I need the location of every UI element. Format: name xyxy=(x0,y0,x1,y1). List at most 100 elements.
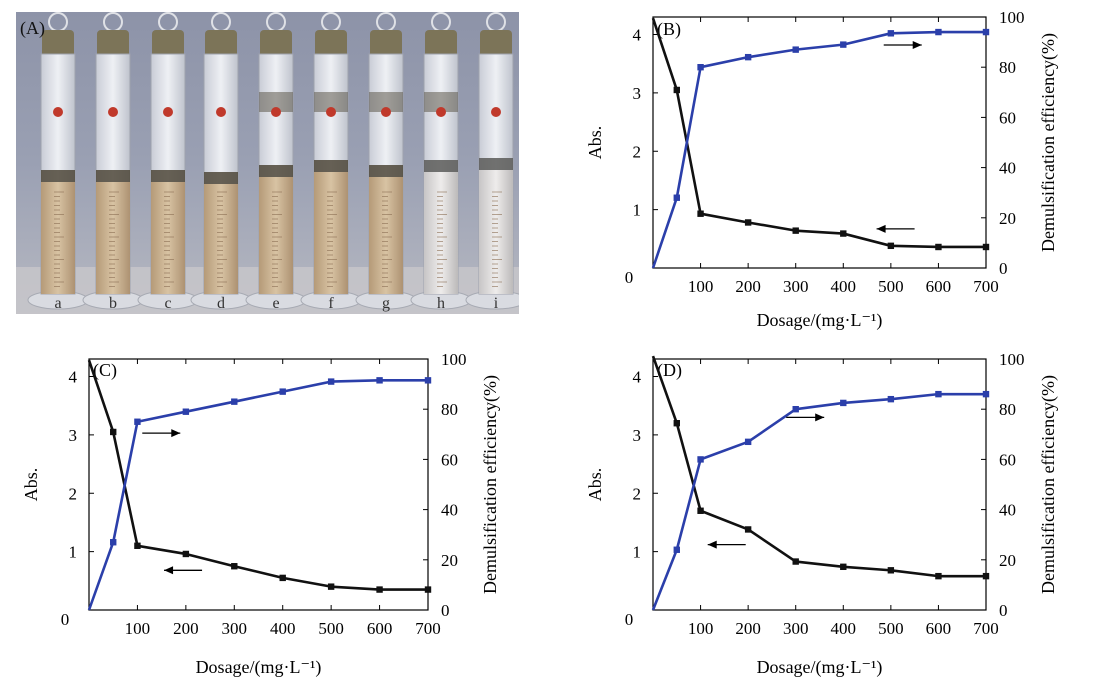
x-tick-label: 300 xyxy=(783,619,809,638)
x-tick-label: 300 xyxy=(222,619,248,638)
tube-label: g xyxy=(382,295,390,312)
tube-label: a xyxy=(54,295,61,312)
y-right-tick-label: 80 xyxy=(999,400,1016,419)
demulsification-point xyxy=(376,377,383,384)
abs-point xyxy=(887,567,895,574)
x-tick-label: 100 xyxy=(688,619,714,638)
x-tick-label: 200 xyxy=(735,277,761,296)
x-tick-label: 500 xyxy=(318,619,344,638)
abs-point xyxy=(134,542,141,549)
demulsification-point xyxy=(982,28,990,36)
abs-point xyxy=(673,86,680,94)
y-right-tick-label: 0 xyxy=(999,601,1008,620)
abs-point xyxy=(982,572,990,580)
abs-point xyxy=(673,420,680,427)
tube-label: c xyxy=(164,295,171,312)
x-tick-label: 200 xyxy=(173,619,199,638)
abs-point xyxy=(279,574,286,582)
arrow-right-icon xyxy=(786,413,825,422)
demulsification-point xyxy=(792,46,799,53)
y-left-tick-label: 3 xyxy=(69,426,78,445)
plot-frame xyxy=(652,358,987,611)
y-left-tick-label: 1 xyxy=(633,201,642,220)
y-right-axis-label: Demulsification efficiency(%) xyxy=(1038,33,1059,252)
demulsification-point xyxy=(840,41,847,48)
abs-point xyxy=(840,563,847,571)
abs-point xyxy=(744,526,752,533)
x-tick-label: 100 xyxy=(125,619,151,638)
demulsification-point xyxy=(982,390,990,398)
y-right-tick-label: 60 xyxy=(999,450,1016,469)
demulsification-point xyxy=(840,399,847,407)
demulsification-point xyxy=(887,395,895,403)
demulsification-series-line xyxy=(87,379,428,611)
abs-point xyxy=(744,219,752,226)
x-tick-label: 700 xyxy=(415,619,441,638)
cylinder-c: c xyxy=(137,12,199,312)
y-right-tick-label: 40 xyxy=(999,159,1016,178)
panel-a-photo: a b c d e f g h i (A) xyxy=(16,12,519,314)
demulsification-point xyxy=(673,546,680,553)
y-right-tick-label: 0 xyxy=(441,601,450,620)
x-tick-label: 0 xyxy=(61,610,70,629)
x-tick-label: 700 xyxy=(973,277,999,296)
tube-label: h xyxy=(437,295,445,312)
x-tick-label: 600 xyxy=(926,619,952,638)
x-tick-label: 400 xyxy=(270,619,296,638)
brand-logo-icon xyxy=(326,107,336,117)
demulsification-point xyxy=(697,456,704,463)
demulsification-point xyxy=(231,398,238,405)
cylinder-d: d xyxy=(190,12,252,312)
demulsification-point xyxy=(935,28,942,36)
cylinder-h: h xyxy=(410,12,472,312)
demulsification-point xyxy=(744,53,752,61)
y-right-tick-label: 100 xyxy=(441,350,467,369)
y-right-tick-label: 0 xyxy=(999,259,1008,278)
y-right-tick-label: 20 xyxy=(999,209,1016,228)
x-tick-label: 200 xyxy=(735,619,761,638)
tube-label: b xyxy=(109,295,117,312)
cylinder-i: i xyxy=(465,12,519,312)
demulsification-point xyxy=(327,378,335,385)
cylinder-b: b xyxy=(82,12,144,312)
x-tick-label: 500 xyxy=(878,277,904,296)
arrow-left-icon xyxy=(876,224,915,233)
x-tick-label: 0 xyxy=(625,268,634,287)
abs-point xyxy=(935,572,942,580)
demulsification-point xyxy=(792,406,799,413)
x-tick-label: 300 xyxy=(783,277,809,296)
abs-point xyxy=(327,583,335,590)
panel-label: (D) xyxy=(657,360,682,381)
abs-point xyxy=(697,507,704,514)
y-right-tick-label: 80 xyxy=(999,58,1016,77)
cylinder-a: a xyxy=(27,12,89,312)
y-left-tick-label: 2 xyxy=(633,142,642,161)
demulsification-point xyxy=(279,388,286,395)
chart-c: 0 100 200 300 400 500 600 7001234020406080100Do… xyxy=(21,350,501,678)
panel-label: (B) xyxy=(657,19,681,40)
demulsification-point xyxy=(182,408,190,415)
y-left-axis-label: Abs. xyxy=(585,126,605,160)
demulsification-point xyxy=(935,390,942,398)
abs-point xyxy=(424,586,432,593)
x-tick-label: 700 xyxy=(973,619,999,638)
abs-point xyxy=(182,550,190,558)
y-left-tick-label: 2 xyxy=(69,484,78,503)
abs-point xyxy=(110,428,117,436)
y-left-tick-label: 2 xyxy=(633,484,642,503)
brand-logo-icon xyxy=(271,107,281,117)
y-right-tick-label: 20 xyxy=(441,551,458,570)
abs-point xyxy=(792,227,799,234)
arrow-left-icon xyxy=(164,566,203,575)
brand-logo-icon xyxy=(163,107,173,117)
brand-logo-icon xyxy=(108,107,118,117)
y-right-tick-label: 60 xyxy=(441,450,458,469)
abs-point xyxy=(376,586,383,593)
y-right-tick-label: 100 xyxy=(999,350,1025,369)
brand-logo-icon xyxy=(436,107,446,117)
x-tick-label: 600 xyxy=(926,277,952,296)
abs-point xyxy=(231,563,238,570)
plot-frame xyxy=(652,16,987,269)
y-left-tick-label: 3 xyxy=(633,426,642,445)
cylinder-e: e xyxy=(245,12,307,312)
